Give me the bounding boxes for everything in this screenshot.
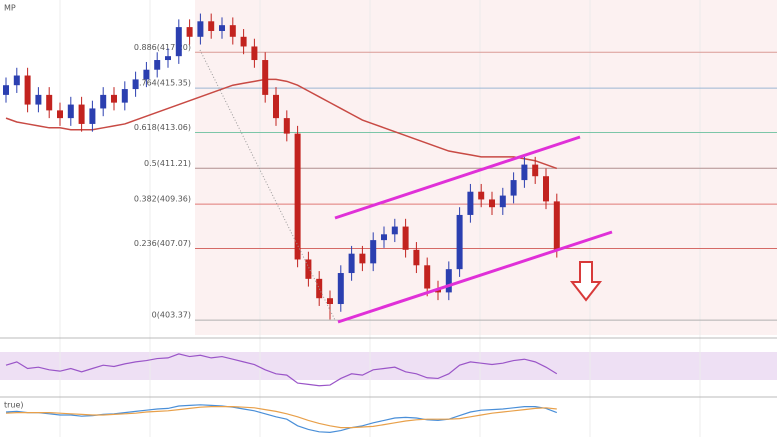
candle-body bbox=[229, 25, 236, 37]
candle-body bbox=[219, 25, 225, 31]
channel-upper bbox=[334, 135, 581, 220]
candle-body bbox=[121, 89, 128, 103]
candle-body bbox=[316, 278, 323, 299]
candle-body bbox=[359, 253, 366, 264]
candle-body bbox=[348, 253, 355, 274]
candle-body bbox=[521, 164, 528, 181]
down-arrow bbox=[569, 261, 603, 302]
symbol-label: MP bbox=[4, 4, 16, 13]
candle-body bbox=[46, 94, 53, 111]
grid bbox=[59, 0, 701, 437]
candle-body bbox=[445, 269, 452, 293]
price-panel: 0.886(417.20) 0.764(415.35) 0.618(413.06) 0… bbox=[3, 13, 777, 321]
candle-body bbox=[165, 56, 171, 61]
candle-body bbox=[175, 27, 182, 57]
candle-body bbox=[13, 75, 20, 86]
fib-anchor bbox=[199, 49, 336, 321]
candle-body bbox=[337, 273, 344, 305]
candle-body bbox=[424, 265, 431, 289]
candle-body bbox=[78, 104, 85, 124]
candle-body bbox=[240, 36, 247, 47]
candle-body bbox=[89, 108, 96, 124]
candle-body bbox=[283, 118, 290, 134]
fib-label: 0.764(415.35) bbox=[134, 79, 191, 88]
candle-body bbox=[413, 249, 420, 266]
candle-body bbox=[3, 85, 9, 95]
candle-body bbox=[273, 94, 279, 119]
fib-label: 0.236(407.07) bbox=[134, 239, 191, 248]
candle-body bbox=[402, 226, 409, 250]
candle-body bbox=[510, 180, 517, 196]
candle-body bbox=[327, 298, 333, 305]
candle-body bbox=[251, 46, 258, 61]
candle-body bbox=[489, 199, 495, 208]
macd-label: true) bbox=[4, 401, 24, 410]
candle-body bbox=[35, 94, 42, 105]
candle-body bbox=[24, 75, 31, 105]
candle-body bbox=[197, 21, 204, 37]
candle-body bbox=[478, 191, 485, 200]
candle-body bbox=[100, 94, 107, 109]
candle-body bbox=[186, 27, 193, 37]
candle-body bbox=[532, 164, 539, 177]
fib-label: 0.886(417.20) bbox=[134, 43, 191, 52]
candle-body bbox=[143, 69, 150, 80]
candle-body bbox=[208, 21, 215, 31]
candle-body bbox=[456, 214, 463, 270]
candle-body bbox=[305, 259, 312, 279]
candle-body bbox=[391, 226, 398, 235]
indicator-line bbox=[5, 406, 557, 429]
candle-body bbox=[499, 195, 506, 208]
candle-body bbox=[381, 234, 387, 241]
candle-body bbox=[132, 79, 139, 90]
candle-body bbox=[553, 201, 560, 250]
candle-body bbox=[543, 176, 549, 202]
fib-label: 0.382(409.36) bbox=[134, 195, 191, 204]
moving-average bbox=[5, 78, 558, 170]
candle-body bbox=[57, 110, 63, 119]
rsi-band bbox=[0, 352, 777, 380]
candle-body bbox=[262, 60, 269, 95]
indicator-line bbox=[5, 353, 558, 387]
candle-body bbox=[67, 104, 74, 119]
candle-body bbox=[111, 94, 117, 103]
fib-label: 0(403.37) bbox=[152, 311, 191, 320]
candle-body bbox=[294, 133, 301, 260]
candle-body bbox=[154, 60, 161, 70]
candle-body bbox=[467, 191, 474, 215]
candle-body bbox=[370, 240, 377, 264]
fib-label: 0.5(411.21) bbox=[144, 159, 191, 168]
fib-label: 0.618(413.06) bbox=[134, 123, 191, 132]
channel-lower bbox=[337, 230, 613, 324]
indicator-line bbox=[5, 404, 558, 434]
